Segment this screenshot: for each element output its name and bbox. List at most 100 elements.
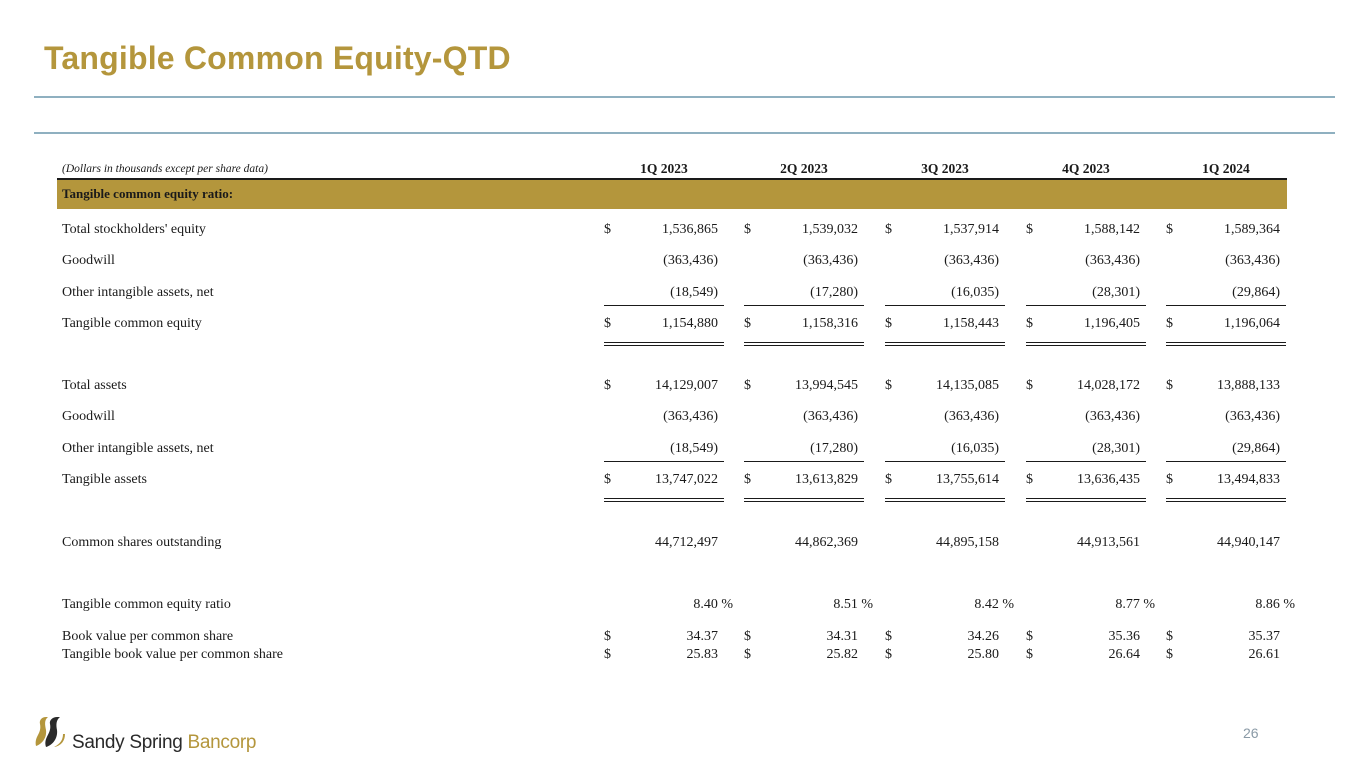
column-header: 4Q 2023 bbox=[1062, 161, 1110, 176]
table-cell: $26.61 bbox=[1166, 645, 1286, 665]
cell-value: 1,158,443 bbox=[943, 316, 999, 331]
currency-symbol: $ bbox=[744, 629, 751, 644]
table-cell: (363,436) bbox=[1026, 407, 1146, 427]
company-logo: Sandy Spring Bancorp bbox=[32, 716, 272, 756]
currency-symbol: $ bbox=[1026, 647, 1033, 662]
cell-value: 1,158,316 bbox=[802, 316, 858, 331]
cell-value: (16,035) bbox=[951, 441, 999, 456]
cell-value: 34.31 bbox=[826, 629, 859, 644]
cell-value: (18,549) bbox=[670, 441, 718, 456]
table-cell: 44,895,158 bbox=[885, 533, 1005, 553]
table-cell: $1,536,865 bbox=[604, 220, 724, 240]
row-label: Tangible common equity ratio bbox=[62, 597, 231, 612]
logo-text-part1: Sandy Spring bbox=[72, 732, 188, 753]
total-double-rule-top bbox=[1166, 498, 1286, 499]
cell-value: (363,436) bbox=[1085, 253, 1140, 268]
row-label: Total assets bbox=[62, 378, 127, 393]
cell-value: 26.64 bbox=[1108, 647, 1141, 662]
total-double-rule-top bbox=[1026, 498, 1146, 499]
cell-value: (363,436) bbox=[1085, 409, 1140, 424]
column-header: 1Q 2023 bbox=[640, 161, 688, 176]
cell-value: (29,864) bbox=[1232, 285, 1280, 300]
cell-value: 8.86 % bbox=[1255, 597, 1295, 612]
table-cell: $25.82 bbox=[744, 645, 864, 665]
table-cell: (363,436) bbox=[604, 407, 724, 427]
cell-value: (29,864) bbox=[1232, 441, 1280, 456]
column-header: 2Q 2023 bbox=[780, 161, 828, 176]
total-double-rule-top bbox=[885, 342, 1005, 343]
table-cell: (363,436) bbox=[1166, 407, 1286, 427]
table-cell: $13,747,022 bbox=[604, 470, 724, 502]
table-cell: (363,436) bbox=[744, 407, 864, 427]
table-cell: 8.51 % bbox=[744, 595, 873, 615]
total-double-rule-top bbox=[744, 498, 864, 499]
currency-symbol: $ bbox=[1166, 378, 1173, 393]
currency-symbol: $ bbox=[1166, 629, 1173, 644]
currency-symbol: $ bbox=[1026, 472, 1033, 487]
cell-value: 13,994,545 bbox=[795, 378, 858, 393]
table-cell: $14,129,007 bbox=[604, 376, 724, 396]
table-cell: (17,280) bbox=[744, 439, 864, 462]
cell-value: 1,537,914 bbox=[943, 222, 999, 237]
table-cell: (363,436) bbox=[1026, 251, 1146, 271]
cell-value: 25.82 bbox=[826, 647, 859, 662]
cell-value: (28,301) bbox=[1092, 441, 1140, 456]
table-header-row: (Dollars in thousands except per share d… bbox=[57, 159, 1287, 179]
subtotal-rule bbox=[885, 305, 1005, 306]
cell-value: 44,862,369 bbox=[795, 535, 858, 550]
column-header: 3Q 2023 bbox=[921, 161, 969, 176]
table-row: Goodwill (363,436) (363,436) (363,436) (363,… bbox=[57, 251, 1287, 271]
currency-symbol: $ bbox=[744, 647, 751, 662]
currency-symbol: $ bbox=[1026, 629, 1033, 644]
cell-value: 8.51 % bbox=[833, 597, 873, 612]
currency-symbol: $ bbox=[604, 222, 611, 237]
cell-value: (18,549) bbox=[670, 285, 718, 300]
cell-value: 13,636,435 bbox=[1077, 472, 1140, 487]
cell-value: 25.83 bbox=[686, 647, 719, 662]
cell-value: (363,436) bbox=[663, 253, 718, 268]
total-double-rule-bottom bbox=[744, 501, 864, 502]
table-cell: 8.42 % bbox=[885, 595, 1014, 615]
table-cell: 44,913,561 bbox=[1026, 533, 1146, 553]
table-row: Tangible common equity $1,154,880 $1,158,3… bbox=[57, 314, 1287, 346]
cell-value: 1,196,405 bbox=[1084, 316, 1140, 331]
ss-swoosh-logo-icon bbox=[35, 717, 65, 747]
table-cell: (29,864) bbox=[1166, 283, 1286, 306]
cell-value: 13,755,614 bbox=[936, 472, 999, 487]
table-cell: $1,196,405 bbox=[1026, 314, 1146, 346]
total-double-rule-top bbox=[1026, 342, 1146, 343]
table-cell: $1,158,443 bbox=[885, 314, 1005, 346]
subtotal-rule bbox=[885, 461, 1005, 462]
currency-symbol: $ bbox=[885, 472, 892, 487]
table-cell: 8.77 % bbox=[1026, 595, 1155, 615]
row-label: Other intangible assets, net bbox=[62, 441, 214, 456]
cell-value: 34.26 bbox=[967, 629, 1000, 644]
table-cell: (16,035) bbox=[885, 439, 1005, 462]
currency-symbol: $ bbox=[885, 378, 892, 393]
table-row: Tangible book value per common share $25.… bbox=[57, 645, 1287, 665]
table-row: Common shares outstanding 44,712,497 44,86… bbox=[57, 533, 1287, 553]
subtotal-rule bbox=[1026, 305, 1146, 306]
currency-symbol: $ bbox=[744, 378, 751, 393]
total-double-rule-bottom bbox=[885, 345, 1005, 346]
table-cell: $1,154,880 bbox=[604, 314, 724, 346]
table-cell: 8.86 % bbox=[1166, 595, 1295, 615]
cell-value: (363,436) bbox=[663, 409, 718, 424]
currency-symbol: $ bbox=[604, 316, 611, 331]
table-cell: $34.26 bbox=[885, 627, 1005, 647]
table-row: Book value per common share $34.37 $34.31 $… bbox=[57, 627, 1287, 647]
table-cell: $14,028,172 bbox=[1026, 376, 1146, 396]
row-label: Tangible assets bbox=[62, 472, 147, 487]
units-note: (Dollars in thousands except per share d… bbox=[62, 163, 268, 175]
cell-value: (17,280) bbox=[810, 285, 858, 300]
table-cell: $1,589,364 bbox=[1166, 220, 1286, 240]
table-cell: $14,135,085 bbox=[885, 376, 1005, 396]
table-cell: (18,549) bbox=[604, 283, 724, 306]
cell-value: 44,712,497 bbox=[655, 535, 718, 550]
table-row: Total stockholders' equity $1,536,865 $1,5… bbox=[57, 220, 1287, 240]
table-cell: 44,862,369 bbox=[744, 533, 864, 553]
cell-value: 26.61 bbox=[1248, 647, 1281, 662]
currency-symbol: $ bbox=[1166, 647, 1173, 662]
subtotal-rule bbox=[604, 305, 724, 306]
currency-symbol: $ bbox=[744, 316, 751, 331]
